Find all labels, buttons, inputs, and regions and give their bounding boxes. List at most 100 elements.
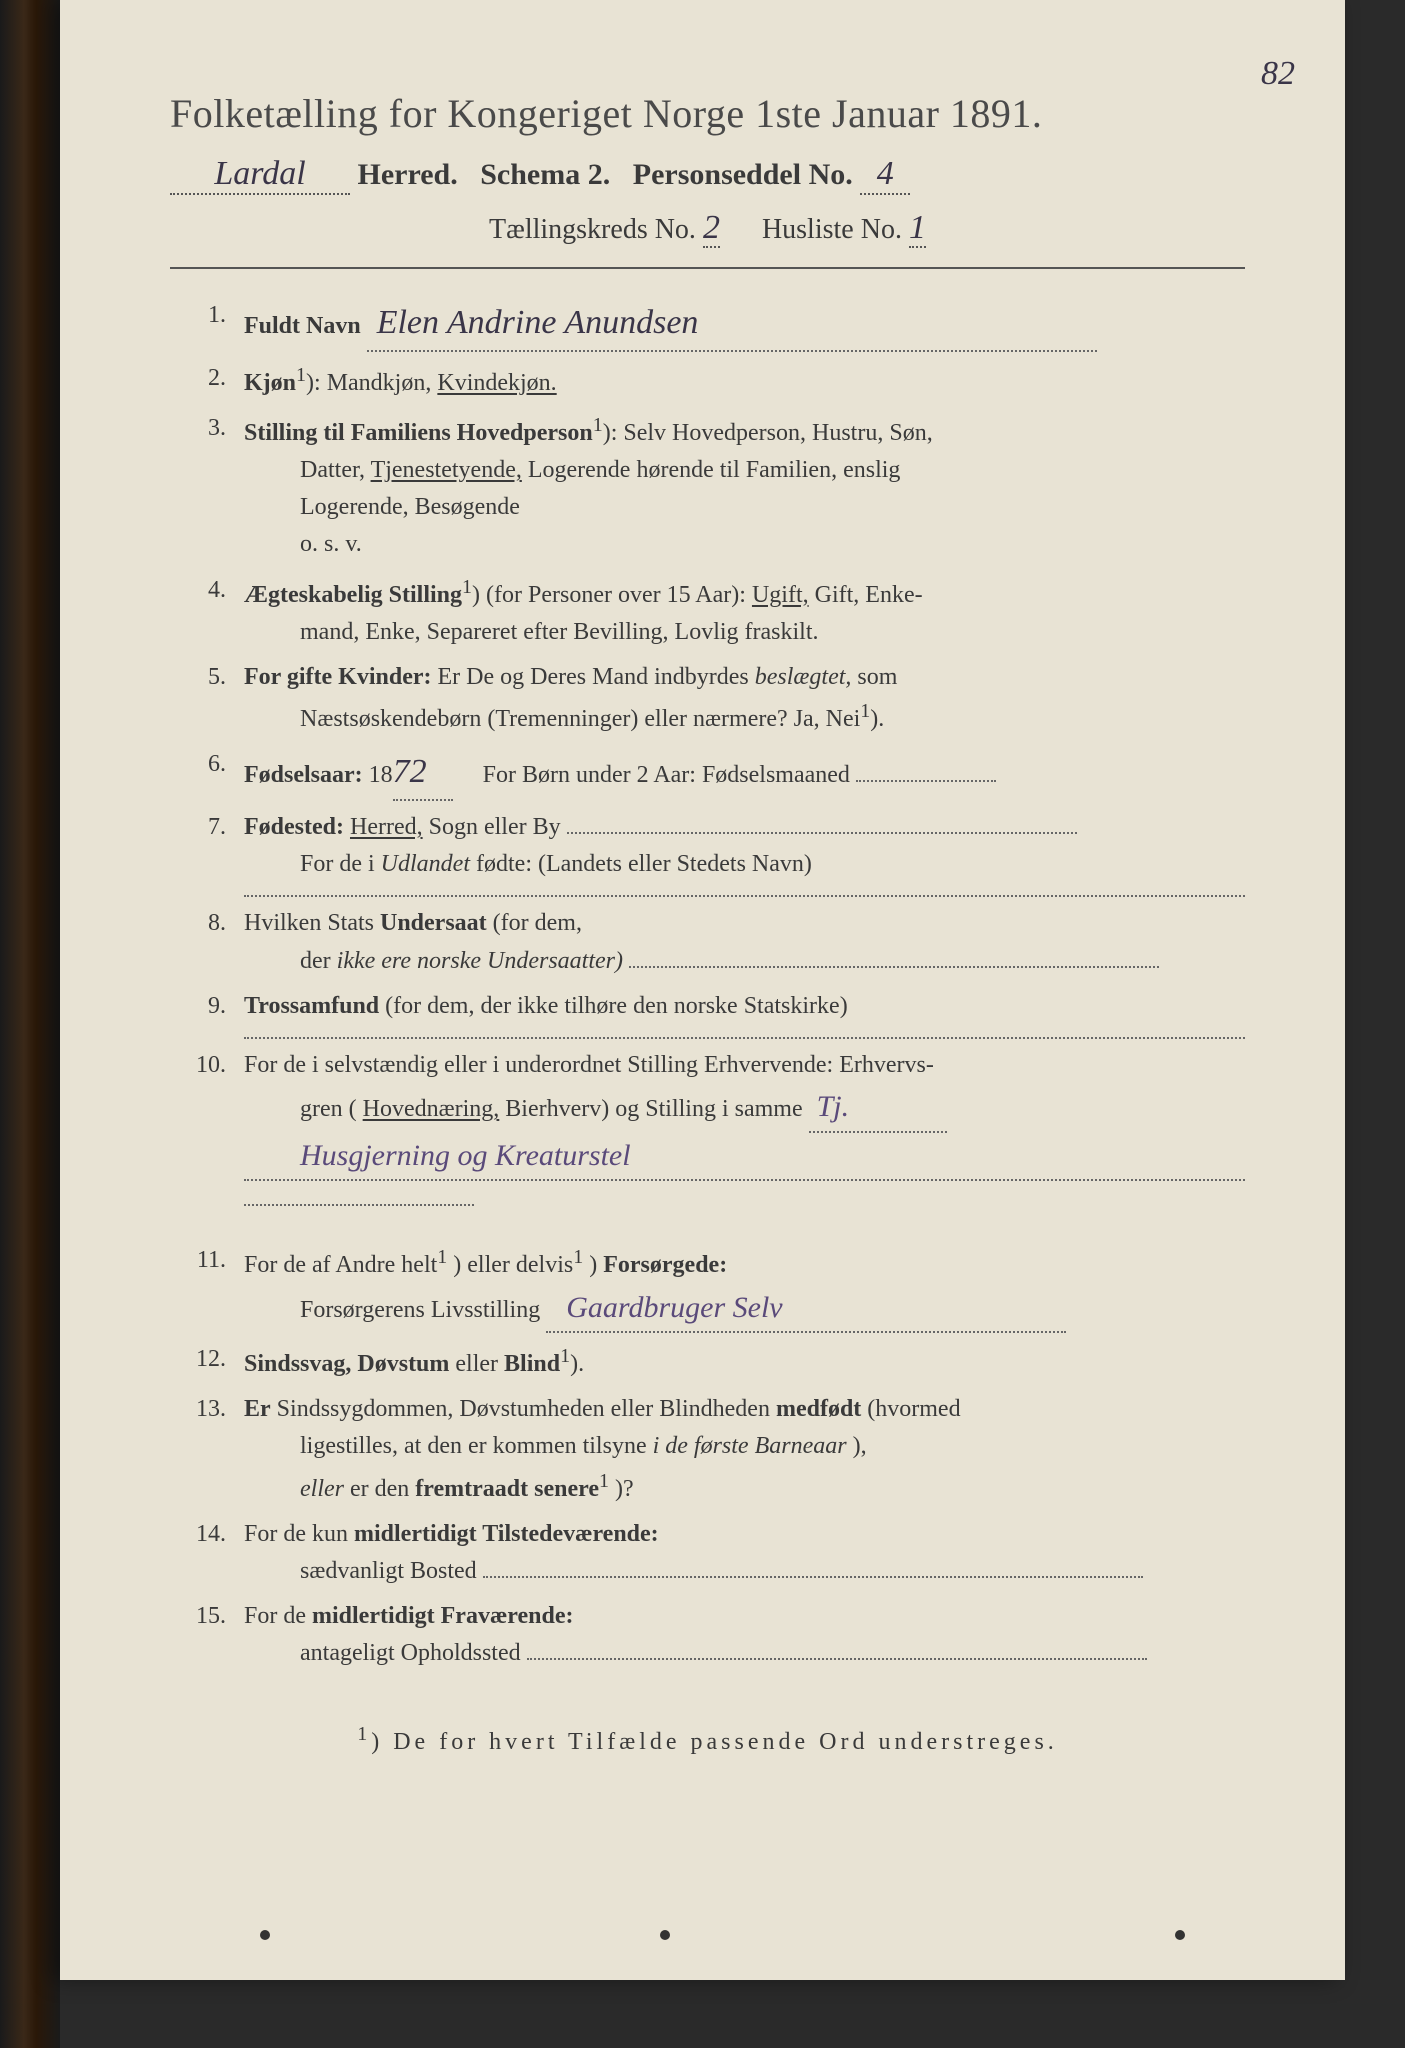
q7-label: Fødested: xyxy=(244,814,344,840)
q15-blank xyxy=(527,1658,1147,1660)
q9-text1: (for dem, der ikke tilhøre den norske St… xyxy=(385,993,848,1019)
q3-text2b: Logerende hørende til Familien, enslig xyxy=(528,457,901,483)
question-6: 6. Fødselsaar: 1872 For Børn under 2 Aar… xyxy=(170,746,1245,801)
kreds-value: 2 xyxy=(703,209,720,248)
q7-blank2 xyxy=(244,895,1245,897)
binding-hole xyxy=(1175,1930,1185,1940)
question-1: 1. Fuldt Navn Elen Andrine Anundsen xyxy=(170,297,1245,352)
q13-sup: 1 xyxy=(599,1470,609,1492)
q13-text1: Sindssygdommen, Døvstumheden eller Blind… xyxy=(277,1396,776,1422)
q10-value2: Husgjerning og Kreaturstel xyxy=(244,1133,1245,1182)
q5-text2: Næstsøskendebørn (Tremenninger) eller næ… xyxy=(300,706,860,732)
q3-text4: o. s. v. xyxy=(244,526,1245,563)
q9-label: Trossamfund xyxy=(244,993,379,1019)
q13-text2b: ), xyxy=(853,1433,867,1459)
q3-text1: Selv Hovedperson, Hustru, Søn, xyxy=(623,420,932,446)
q6-blank xyxy=(856,780,996,782)
q11-label: Forsørgede: xyxy=(603,1252,727,1278)
binding-hole xyxy=(260,1930,270,1940)
q11-text1b: ) eller delvis xyxy=(453,1252,573,1278)
q8-label: Undersaat xyxy=(380,910,487,936)
personseddel-value: 4 xyxy=(860,155,910,195)
q8-text1b: (for dem, xyxy=(493,910,582,936)
q10-under: Hovednæring, xyxy=(363,1096,500,1122)
footnote: 1) De for hvert Tilfælde passende Ord un… xyxy=(170,1723,1245,1756)
q3-selected: Tjenestetyende, xyxy=(371,457,522,483)
footnote-sup: 1 xyxy=(357,1723,371,1745)
q3-label: Stilling til Familiens Hovedperson xyxy=(244,420,593,446)
q10-text2b: Bierhverv) og Stilling i samme xyxy=(505,1096,802,1122)
q9-blank xyxy=(244,1037,1245,1039)
q10-text1: For de i selvstændig eller i underordnet… xyxy=(244,1052,934,1078)
herred-value: Lardal xyxy=(170,155,350,195)
q13-label: Er xyxy=(244,1396,271,1422)
q7-num: 7. xyxy=(170,809,244,897)
q4-text2: mand, Enke, Separeret efter Bevilling, L… xyxy=(244,614,1245,651)
q3-text3: Logerende, Besøgende xyxy=(244,489,1245,526)
q2-num: 2. xyxy=(170,360,244,402)
question-3: 3. Stilling til Familiens Hovedperson1):… xyxy=(170,410,1245,564)
q4-sup: 1 xyxy=(462,576,472,598)
q15-bold: midlertidigt Fraværende: xyxy=(312,1603,574,1629)
q8-text1: Hvilken Stats xyxy=(244,910,380,936)
husliste-label: Husliste No. xyxy=(762,214,902,245)
q5-num: 5. xyxy=(170,659,244,738)
q2-options: Mandkjøn, xyxy=(327,370,438,396)
book-spine xyxy=(0,0,60,2048)
q3-text2a: Datter, xyxy=(300,457,371,483)
q10-value1: Tj. xyxy=(809,1084,947,1133)
herred-label: Herred. xyxy=(358,158,458,191)
question-15: 15. For de midlertidigt Fraværende: anta… xyxy=(170,1598,1245,1672)
q15-text2: antageligt Opholdssted xyxy=(300,1640,521,1666)
q15-num: 15. xyxy=(170,1598,244,1672)
q2-sup: 1 xyxy=(296,364,306,386)
q13-bold2: fremtraadt senere xyxy=(415,1476,599,1502)
question-14: 14. For de kun midlertidigt Tilstedevære… xyxy=(170,1516,1245,1590)
q3-num: 3. xyxy=(170,410,244,564)
q5-text1: Er De og Deres Mand indbyrdes xyxy=(438,664,755,690)
header-line-1: Lardal Herred. Schema 2. Personseddel No… xyxy=(170,155,1245,195)
question-11: 11. For de af Andre helt1 ) eller delvis… xyxy=(170,1242,1245,1333)
q8-italic: ikke ere norske Undersaatter) xyxy=(337,948,623,974)
q14-text2: sædvanligt Bosted xyxy=(300,1558,477,1584)
q8-num: 8. xyxy=(170,905,244,979)
q12-text1: eller xyxy=(455,1351,504,1377)
q2-selected: Kvindekjøn. xyxy=(437,370,556,396)
divider xyxy=(170,267,1245,269)
q7-selected: Herred, xyxy=(350,814,423,840)
question-2: 2. Kjøn1): Mandkjøn, Kvindekjøn. xyxy=(170,360,1245,402)
q4-num: 4. xyxy=(170,572,244,651)
q12-label2: Blind xyxy=(504,1351,560,1377)
q6-label2: For Børn under 2 Aar: Fødselsmaaned xyxy=(483,762,850,788)
question-13: 13. Er Sindssygdommen, Døvstumheden elle… xyxy=(170,1391,1245,1508)
q7-blank1 xyxy=(567,832,1077,834)
question-10: 10. For de i selvstændig eller i underor… xyxy=(170,1047,1245,1218)
question-8: 8. Hvilken Stats Undersaat (for dem, der… xyxy=(170,905,1245,979)
question-7: 7. Fødested: Herred, Sogn eller By For d… xyxy=(170,809,1245,897)
q13-text3a: eller xyxy=(300,1476,344,1502)
q12-sup: 1 xyxy=(560,1345,570,1367)
q11-text1: For de af Andre helt xyxy=(244,1252,437,1278)
q13-text3c: )? xyxy=(615,1476,634,1502)
q6-year: 72 xyxy=(393,746,453,801)
census-form-page: 82 Folketælling for Kongeriget Norge 1st… xyxy=(60,0,1345,1980)
question-9: 9. Trossamfund (for dem, der ikke tilhør… xyxy=(170,988,1245,1039)
q6-label: Fødselsaar: xyxy=(244,762,363,788)
question-5: 5. For gifte Kvinder: Er De og Deres Man… xyxy=(170,659,1245,738)
q14-text1: For de kun xyxy=(244,1521,354,1547)
page-number: 82 xyxy=(1261,55,1295,93)
personseddel-label: Personseddel No. xyxy=(633,158,853,191)
q10-blank xyxy=(244,1204,474,1206)
binding-hole xyxy=(660,1930,670,1940)
q14-num: 14. xyxy=(170,1516,244,1590)
q1-num: 1. xyxy=(170,297,244,352)
q7-italic: Udlandet xyxy=(381,851,470,877)
q11-value: Gaardbruger Selv xyxy=(546,1285,1066,1334)
q6-num: 6. xyxy=(170,746,244,801)
q12-label: Sindssvag, Døvstum xyxy=(244,1351,449,1377)
schema-label: Schema 2. xyxy=(480,158,610,191)
header-line-2: Tællingskreds No. 2 Husliste No. 1 xyxy=(170,209,1245,247)
q4-selected: Ugift, xyxy=(752,582,809,608)
footnote-text: ) De for hvert Tilfælde passende Ord und… xyxy=(371,1729,1058,1755)
q12-num: 12. xyxy=(170,1341,244,1383)
